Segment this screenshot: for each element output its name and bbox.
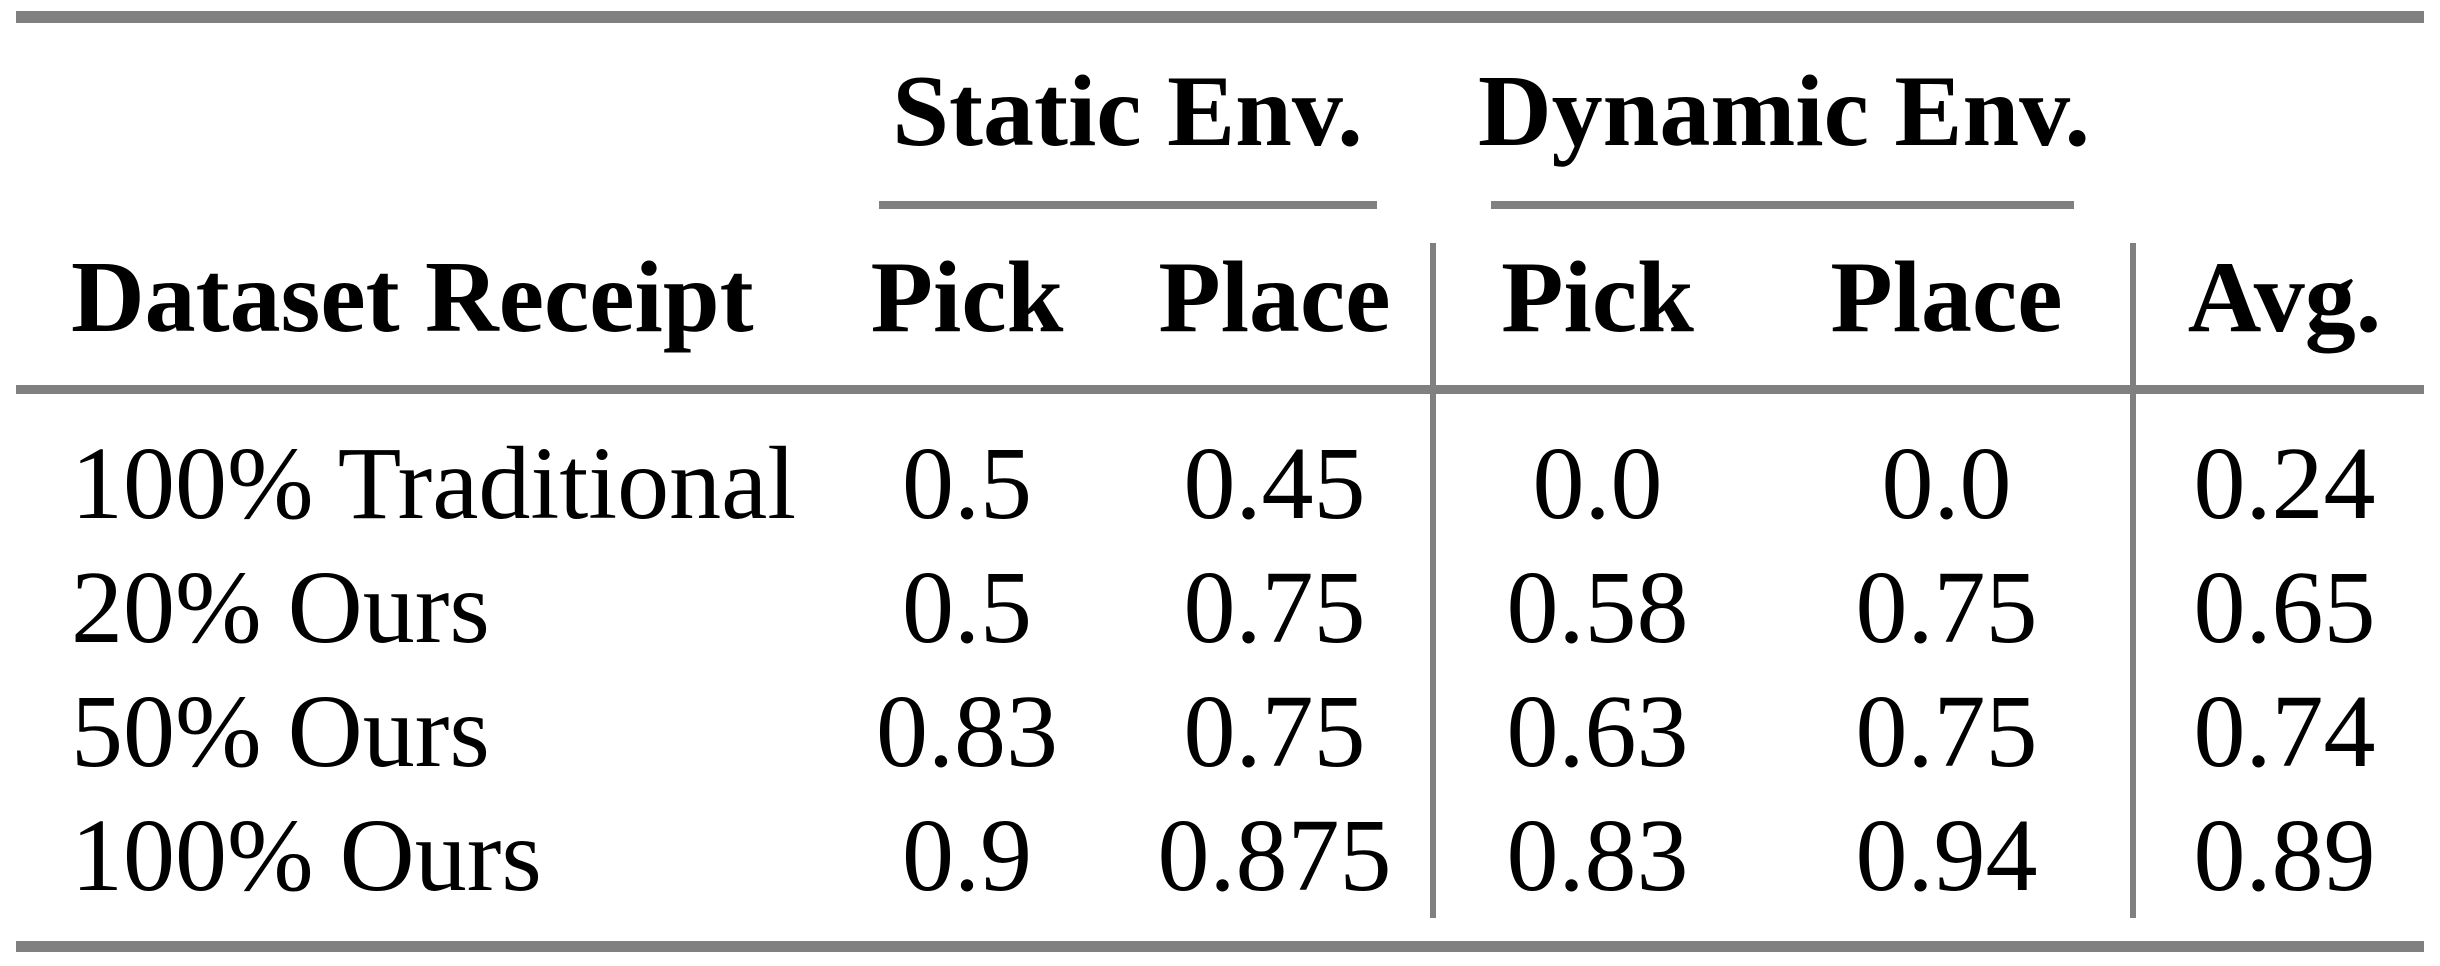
table-cell: 0.45 — [1183, 426, 1366, 541]
row-label: 100% Ours — [71, 798, 542, 913]
group-header-dynamic-env: Dynamic Env. — [1477, 55, 2091, 168]
table-cell: 0.5 — [902, 426, 1032, 541]
table-row: 20% Ours 0.5 0.75 0.58 0.75 0.65 — [16, 546, 2424, 670]
row-label: 100% Traditional — [71, 426, 797, 541]
column-header-static-place: Place — [1158, 241, 1391, 354]
table-cell: 0.83 — [876, 674, 1058, 789]
header-midrule — [16, 385, 2424, 394]
table-row: 100% Ours 0.9 0.875 0.83 0.94 0.89 — [16, 794, 2424, 918]
table-cell: 0.74 — [2193, 674, 2376, 789]
column-header-dynamic-pick: Pick — [1501, 241, 1694, 354]
column-header-dataset-receipt: Dataset Receipt — [71, 241, 754, 354]
table-cell: 0.94 — [1855, 798, 2038, 913]
column-header-row: Dataset Receipt Pick Place Pick Place Av… — [16, 211, 2424, 385]
table-cell: 0.0 — [1881, 426, 2012, 541]
table-row: 100% Traditional 0.5 0.45 0.0 0.0 0.24 — [16, 422, 2424, 546]
row-label: 20% Ours — [71, 550, 490, 665]
table-cell: 0.9 — [902, 798, 1032, 913]
table-cell: 0.75 — [1855, 550, 2038, 665]
table-cell: 0.65 — [2193, 550, 2376, 665]
table-cell: 0.63 — [1506, 674, 1689, 789]
table-row: 50% Ours 0.83 0.75 0.63 0.75 0.74 — [16, 670, 2424, 794]
group-header-row: Static Env. Dynamic Env. — [16, 23, 2424, 201]
table-cell: 0.75 — [1855, 674, 2038, 789]
column-header-dynamic-place: Place — [1830, 241, 2063, 354]
table-cell: 0.875 — [1157, 798, 1392, 913]
table-cell: 0.83 — [1506, 798, 1689, 913]
table-cell: 0.5 — [902, 550, 1032, 665]
dynamic-env-cmidrule — [1491, 201, 2074, 209]
bottom-rule — [16, 941, 2424, 952]
top-rule — [16, 11, 2424, 23]
table-cell: 0.89 — [2193, 798, 2376, 913]
column-header-avg: Avg. — [2187, 241, 2382, 354]
group-header-static-env: Static Env. — [892, 55, 1363, 168]
column-header-static-pick: Pick — [870, 241, 1064, 354]
table-cell: 0.0 — [1532, 426, 1663, 541]
table-cell: 0.58 — [1506, 550, 1689, 665]
table-cell: 0.75 — [1183, 550, 1366, 665]
table-cell: 0.75 — [1183, 674, 1366, 789]
static-dynamic-divider — [1430, 243, 1436, 918]
row-label: 50% Ours — [71, 674, 490, 789]
table-cell: 0.24 — [2193, 426, 2376, 541]
avg-divider — [2130, 243, 2136, 918]
static-env-cmidrule — [879, 201, 1377, 209]
